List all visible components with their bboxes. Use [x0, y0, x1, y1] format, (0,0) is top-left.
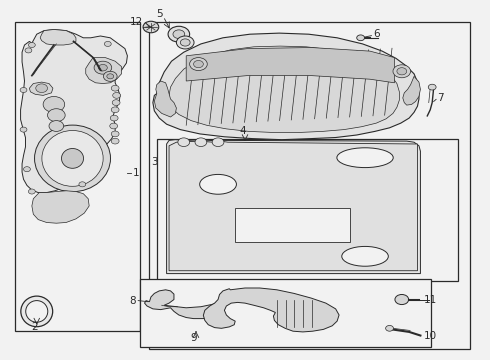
Ellipse shape [42, 130, 103, 186]
Circle shape [112, 100, 120, 105]
Ellipse shape [62, 148, 83, 168]
Circle shape [190, 58, 207, 71]
Circle shape [178, 138, 190, 147]
Polygon shape [403, 76, 420, 105]
Text: 8: 8 [129, 296, 136, 306]
Ellipse shape [21, 296, 53, 327]
Text: 2: 2 [31, 322, 38, 332]
Polygon shape [167, 140, 420, 274]
Polygon shape [32, 191, 89, 223]
Polygon shape [145, 290, 225, 319]
Circle shape [111, 131, 119, 137]
Circle shape [104, 41, 111, 46]
Text: 11: 11 [424, 294, 437, 305]
Circle shape [195, 138, 207, 147]
Polygon shape [86, 58, 122, 84]
Text: 10: 10 [424, 330, 437, 341]
Polygon shape [21, 30, 127, 193]
Circle shape [393, 65, 411, 78]
Circle shape [49, 121, 64, 131]
Ellipse shape [337, 148, 393, 168]
Polygon shape [203, 288, 339, 332]
Polygon shape [168, 46, 399, 132]
Circle shape [173, 30, 185, 39]
Circle shape [212, 138, 224, 147]
Text: 7: 7 [437, 93, 444, 103]
Ellipse shape [200, 175, 237, 194]
Circle shape [168, 26, 190, 42]
Circle shape [43, 96, 65, 112]
Bar [140, 279, 431, 347]
Circle shape [28, 189, 35, 194]
Text: 1: 1 [133, 168, 140, 178]
Circle shape [357, 35, 365, 41]
Circle shape [28, 42, 35, 48]
Circle shape [143, 21, 159, 33]
Bar [157, 139, 458, 281]
Circle shape [111, 107, 119, 113]
Circle shape [94, 61, 112, 74]
Circle shape [36, 84, 48, 93]
Text: 12: 12 [130, 17, 143, 27]
Polygon shape [186, 48, 394, 83]
Circle shape [111, 85, 119, 91]
Circle shape [98, 64, 107, 71]
Circle shape [48, 109, 65, 122]
Ellipse shape [25, 301, 48, 322]
Circle shape [103, 71, 117, 81]
Circle shape [395, 294, 409, 305]
Polygon shape [40, 30, 76, 45]
Polygon shape [29, 82, 53, 95]
Circle shape [386, 325, 393, 331]
Polygon shape [169, 141, 417, 271]
Circle shape [194, 60, 203, 68]
Circle shape [110, 115, 118, 121]
Bar [235, 208, 350, 242]
Text: 9: 9 [190, 333, 197, 343]
Circle shape [397, 68, 407, 75]
Circle shape [79, 182, 86, 187]
Polygon shape [154, 81, 176, 117]
Circle shape [107, 74, 114, 79]
Circle shape [110, 123, 118, 129]
Circle shape [176, 36, 194, 49]
Text: 3: 3 [151, 157, 158, 167]
Polygon shape [153, 33, 419, 140]
Circle shape [25, 48, 32, 53]
Text: 6: 6 [373, 29, 380, 39]
Circle shape [20, 127, 27, 132]
Circle shape [113, 93, 121, 98]
Bar [15, 22, 140, 331]
Bar [149, 22, 470, 349]
Circle shape [20, 87, 27, 93]
Text: 5: 5 [156, 9, 163, 19]
Circle shape [111, 138, 119, 144]
Circle shape [24, 167, 30, 172]
Ellipse shape [342, 247, 388, 266]
Text: 4: 4 [239, 126, 246, 136]
Circle shape [180, 39, 190, 46]
Ellipse shape [34, 125, 110, 192]
Circle shape [428, 84, 436, 90]
